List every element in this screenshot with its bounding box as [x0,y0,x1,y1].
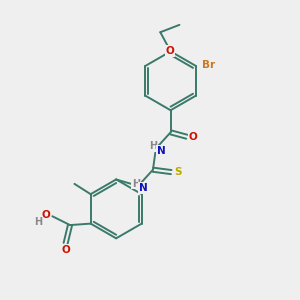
Text: Br: Br [202,60,215,70]
Text: O: O [41,210,50,220]
Text: H: H [132,178,140,189]
Text: O: O [189,132,198,142]
Text: N: N [139,183,148,193]
Text: S: S [174,167,182,177]
Text: H: H [149,141,158,151]
Text: H: H [34,217,42,227]
Text: O: O [166,46,174,56]
Text: O: O [61,245,70,255]
Text: N: N [157,146,166,156]
